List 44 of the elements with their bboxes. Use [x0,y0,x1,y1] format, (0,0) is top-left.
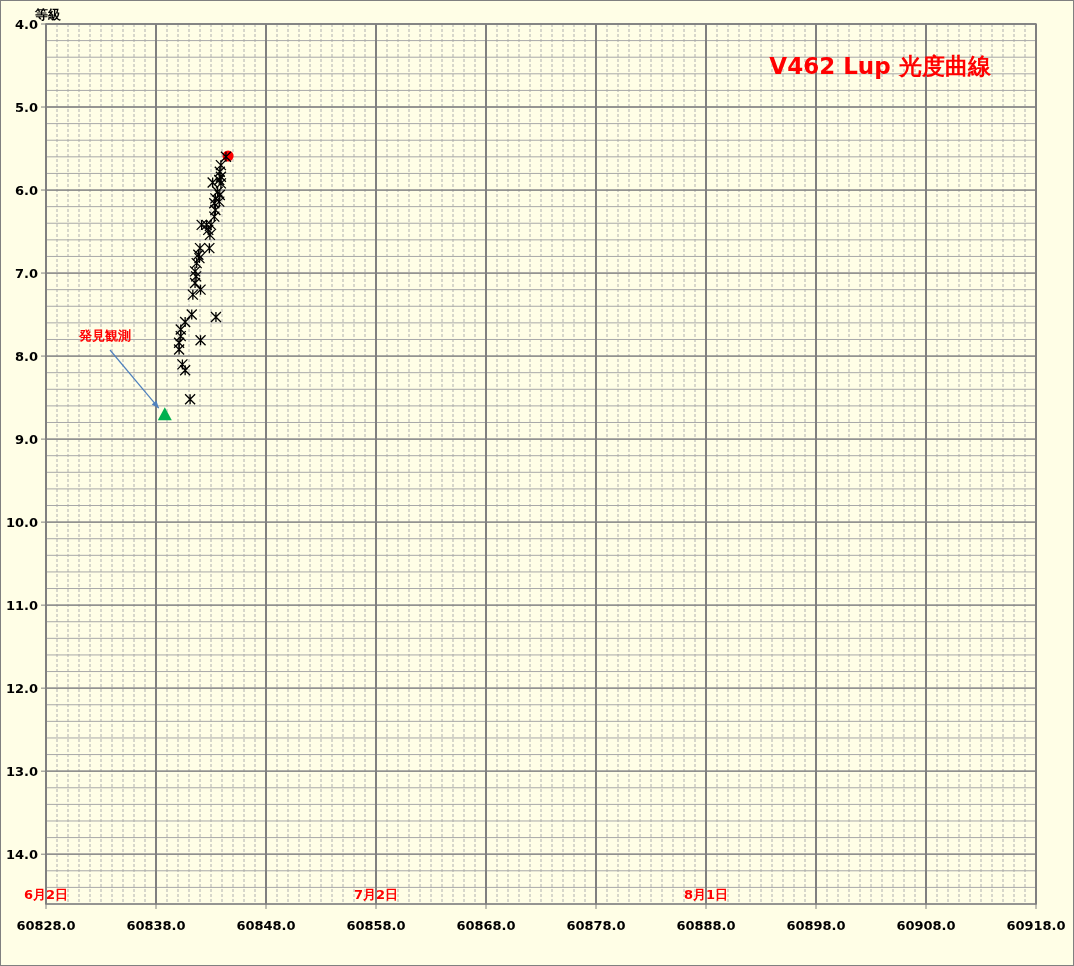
text: V462 Lup 光度曲線 [769,53,992,79]
point [173,337,185,349]
y-tick-label: 13.0 [5,764,38,780]
point [194,334,207,346]
x-tick-label: 60838.0 [126,918,186,933]
point [176,358,189,371]
x-tick-label: 60908.0 [896,918,956,933]
x-tick-label: 60848.0 [236,918,296,933]
y-tick-label: 8.0 [14,349,38,365]
x-tick-label: 60828.0 [16,918,76,933]
y-tick-label: 14.0 [5,847,38,863]
x-tick-label: 60888.0 [676,918,736,933]
y-tick-label: 11.0 [5,598,38,614]
point [209,192,222,204]
x-tick-label: 60898.0 [786,918,846,933]
x-tick-label: 60868.0 [456,918,516,933]
point [196,219,208,231]
annotation: 6月2日 [23,887,69,902]
point [194,284,207,296]
point [202,224,214,236]
y-tick-label: 5.0 [14,100,38,116]
x-tick-label: 60858.0 [346,918,406,933]
x-tick-label: 60878.0 [566,918,626,933]
point [173,343,185,356]
point [184,393,196,405]
annotation: 7月2日 [353,887,399,902]
point [190,270,202,283]
annotation: 8月1日 [683,887,729,902]
y-tick-label: 9.0 [14,432,38,448]
point [194,242,206,254]
annotation: 発見観測 [78,328,131,343]
point [204,229,216,241]
point [189,265,201,278]
x-tick-label: 60918.0 [1006,918,1066,933]
y-tick-label: 4.0 [14,17,38,32]
point [191,257,203,269]
y-tick-label: 6.0 [14,183,38,199]
point [179,364,191,376]
point [175,330,187,342]
y-tick-label: 12.0 [5,681,38,697]
y-tick-label: 7.0 [14,266,38,282]
y-tick-label: 10.0 [5,515,38,531]
point [203,242,215,254]
point [210,311,222,323]
